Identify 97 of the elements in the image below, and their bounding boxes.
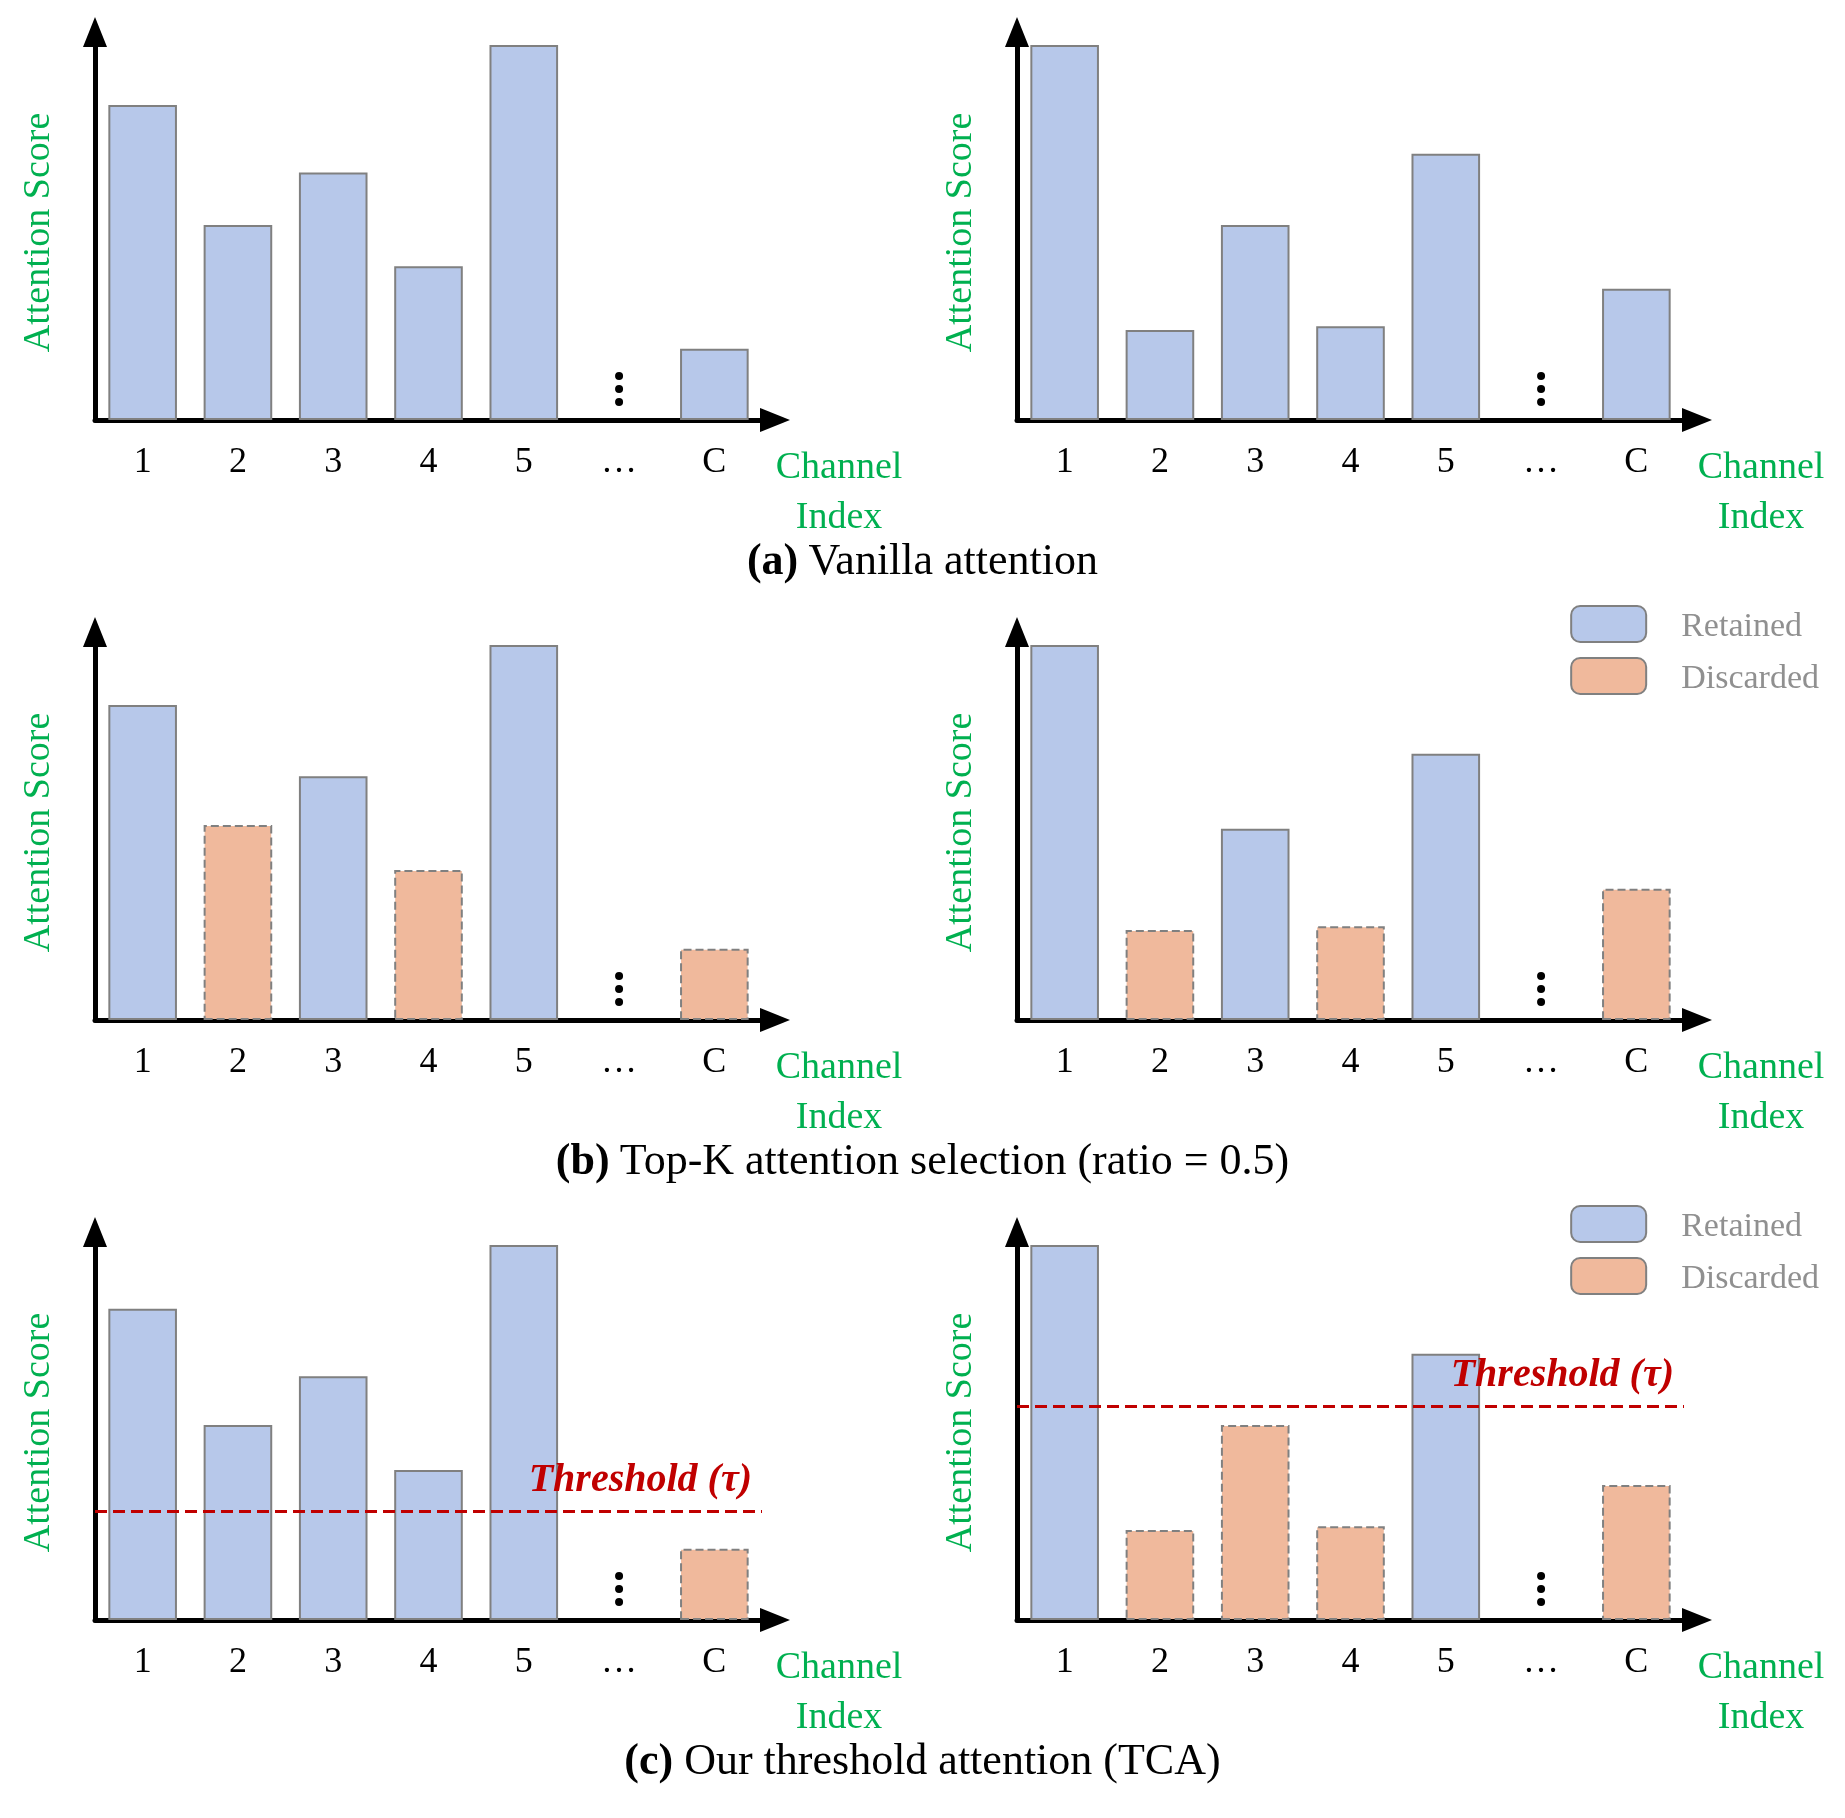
bar (1220, 828, 1290, 1020)
x-tick-label: C (702, 1040, 727, 1080)
bar (1220, 1425, 1290, 1620)
x-axis-title: Channel Index (774, 1643, 904, 1738)
x-tick-label: … (1523, 1640, 1560, 1680)
bar (1411, 753, 1481, 1020)
legend-label: Discarded (1681, 657, 1819, 695)
bar (203, 225, 273, 420)
bar (394, 266, 463, 420)
bar (1125, 930, 1195, 1020)
bar (394, 1470, 463, 1620)
x-axis-title: Channel Index (1696, 443, 1826, 538)
x-tick-label: 1 (133, 440, 152, 480)
y-axis-title: Attention Score (937, 112, 979, 353)
bar (1030, 645, 1099, 1020)
x-tick-label: 3 (1246, 1640, 1265, 1680)
y-axis-title: Attention Score (937, 1312, 979, 1553)
x-tick-label: 4 (419, 440, 438, 480)
legend-label: Retained (1681, 605, 1803, 643)
bar (203, 825, 273, 1020)
bar (1602, 288, 1671, 420)
x-tick-label: 1 (1055, 1640, 1074, 1680)
x-tick-label: C (702, 440, 727, 480)
bar (680, 948, 749, 1020)
bar (680, 1548, 749, 1620)
bar (1125, 330, 1195, 420)
ref-line-label: Threshold (τ) (528, 1454, 752, 1500)
bar (1030, 1245, 1099, 1620)
bar (1602, 888, 1671, 1020)
bar (108, 1308, 177, 1620)
x-tick-label: C (1624, 1640, 1649, 1680)
x-tick-label: 5 (514, 1040, 533, 1080)
y-axis-title: Attention Score (15, 712, 57, 953)
legend-label: Retained (1681, 1205, 1803, 1243)
bar (1316, 326, 1385, 420)
x-tick-label: C (1624, 440, 1649, 480)
bar (1316, 926, 1385, 1020)
x-axis-title: Channel Index (1696, 1043, 1826, 1138)
x-tick-label: 4 (1341, 1640, 1360, 1680)
bar (489, 645, 559, 1020)
x-tick-label: 1 (133, 1640, 152, 1680)
x-tick-label: 1 (1055, 1040, 1074, 1080)
x-tick-label: … (601, 440, 638, 480)
x-tick-label: 2 (228, 1640, 247, 1680)
legend-label: Discarded (1681, 1257, 1819, 1295)
x-tick-label: C (702, 1640, 727, 1680)
x-tick-label: 4 (1341, 1040, 1360, 1080)
x-tick-label: 2 (228, 440, 247, 480)
bar (1411, 153, 1481, 420)
bar (108, 105, 177, 420)
x-tick-label: 5 (514, 1640, 533, 1680)
x-axis-title: Channel Index (1696, 1643, 1826, 1738)
x-tick-label: 1 (133, 1040, 152, 1080)
x-tick-label: 5 (1436, 440, 1455, 480)
x-tick-label: C (1624, 1040, 1649, 1080)
x-tick-label: 4 (1341, 440, 1360, 480)
y-axis-title: Attention Score (15, 1312, 57, 1553)
x-tick-label: 2 (228, 1040, 247, 1080)
x-tick-label: 1 (1055, 440, 1074, 480)
x-tick-label: 4 (419, 1640, 438, 1680)
x-tick-label: … (1523, 1040, 1560, 1080)
bar (1220, 225, 1290, 420)
text: (a) Vanilla attention (746, 535, 1099, 584)
x-tick-label: 3 (1246, 1040, 1265, 1080)
x-tick-label: 5 (514, 440, 533, 480)
bar (1030, 45, 1099, 420)
x-tick-label: … (601, 1640, 638, 1680)
x-axis-title: Channel Index (774, 1043, 904, 1138)
ref-line-label: Threshold (τ) (1450, 1349, 1674, 1395)
x-tick-label: … (601, 1040, 638, 1080)
y-axis-title: Attention Score (937, 712, 979, 953)
x-axis-title: Channel Index (774, 443, 904, 538)
x-tick-label: 4 (419, 1040, 438, 1080)
x-tick-label: 3 (324, 1640, 343, 1680)
y-axis-title: Attention Score (15, 112, 57, 353)
bar (1125, 1530, 1195, 1620)
bar (298, 1376, 368, 1620)
text: (c) Our threshold attention (TCA) (624, 1735, 1221, 1784)
bar (489, 45, 559, 420)
bar (108, 705, 177, 1020)
x-tick-label: … (1523, 440, 1560, 480)
x-tick-label: 5 (1436, 1040, 1455, 1080)
x-tick-label: 2 (1150, 1040, 1169, 1080)
bar (298, 172, 368, 420)
bar (1316, 1526, 1385, 1620)
bar (680, 348, 749, 420)
x-tick-label: 3 (324, 1040, 343, 1080)
bar (1602, 1485, 1671, 1620)
x-tick-label: 3 (1246, 440, 1265, 480)
text: (b) Top-K attention selection (ratio = 0.5) (555, 1135, 1290, 1184)
bar (203, 1425, 273, 1620)
bar (298, 776, 368, 1020)
bar (394, 870, 463, 1020)
x-tick-label: 5 (1436, 1640, 1455, 1680)
x-tick-label: 2 (1150, 440, 1169, 480)
x-tick-label: 3 (324, 440, 343, 480)
x-tick-label: 2 (1150, 1640, 1169, 1680)
